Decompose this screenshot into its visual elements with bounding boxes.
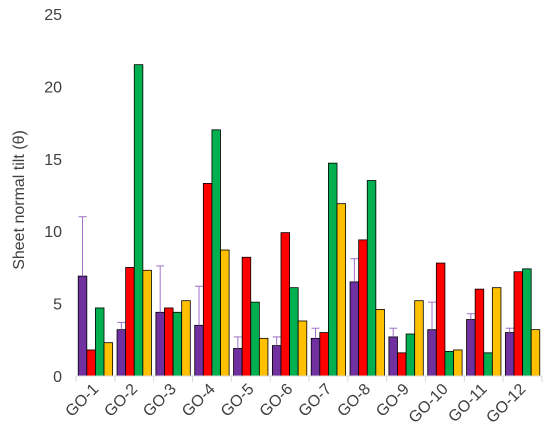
- bar: [435, 262, 446, 377]
- bar: [530, 329, 541, 377]
- bar: [280, 232, 290, 377]
- bar: [241, 256, 252, 377]
- bar: [366, 180, 377, 377]
- bar: [271, 345, 282, 377]
- y-axis-title: Sheet normal tilt (θ): [11, 130, 28, 270]
- y-tick-label: 20: [44, 79, 62, 96]
- y-tick-label: 0: [53, 369, 62, 386]
- bar: [194, 324, 204, 377]
- bar: [155, 311, 165, 377]
- bar: [319, 332, 329, 377]
- bar: [86, 349, 96, 377]
- y-tick-label: 10: [44, 224, 62, 241]
- bars-group: [77, 64, 541, 377]
- bar: [211, 129, 221, 377]
- x-tick-label: GO-6: [257, 381, 297, 421]
- bar: [289, 287, 299, 377]
- x-tick-label: GO-5: [218, 381, 258, 421]
- bar: [483, 352, 493, 377]
- bar: [328, 162, 338, 377]
- bar: [491, 287, 502, 377]
- x-tick-label: GO-12: [483, 381, 529, 427]
- bar: [427, 329, 437, 377]
- bar: [310, 337, 321, 377]
- y-tick-label: 25: [44, 7, 62, 24]
- x-axis: GO-1 GO-2 GO-3 GO-4 GO-5 GO-6 GO-7 GO-8 GO-9GO-1…: [63, 375, 543, 427]
- bar: [103, 342, 114, 377]
- bar: [233, 348, 243, 377]
- bar: [375, 308, 385, 377]
- bar: [358, 239, 368, 377]
- bar: [522, 268, 532, 377]
- bar: [125, 266, 135, 377]
- bar: [220, 249, 230, 377]
- bar: [504, 332, 515, 377]
- bar: [336, 203, 347, 377]
- bar: [397, 352, 407, 377]
- x-tick-label: GO-8: [334, 381, 374, 421]
- bar: [202, 183, 213, 377]
- x-tick-label: GO-1: [63, 381, 103, 421]
- bar: [405, 333, 416, 377]
- bar: [349, 281, 360, 377]
- x-tick-label: GO-4: [179, 381, 219, 421]
- bar: [164, 307, 174, 377]
- bar: [181, 300, 191, 377]
- bar: [297, 320, 308, 377]
- bar: [250, 301, 260, 377]
- y-tick-label: 5: [53, 297, 62, 314]
- bar: [474, 288, 485, 377]
- bar: [513, 271, 523, 377]
- x-tick-label: GO-11: [445, 381, 490, 426]
- y-axis-ticks: 0 5 10 15 20 25: [44, 7, 62, 386]
- bar: [77, 275, 88, 377]
- bar: [466, 319, 476, 377]
- bar: [388, 336, 398, 377]
- bar: [142, 269, 152, 377]
- y-tick-label: 15: [44, 152, 62, 169]
- bar: [453, 349, 463, 377]
- bar: [258, 337, 269, 377]
- bar: [95, 307, 105, 377]
- x-tick-label: GO-7: [296, 381, 336, 421]
- bar: [172, 311, 183, 377]
- x-tick-label: GO-10: [406, 381, 452, 427]
- x-tick-label: GO-3: [140, 381, 180, 421]
- bar: [133, 64, 144, 377]
- bar: [116, 329, 127, 377]
- bar: [414, 300, 424, 377]
- bar: [444, 350, 454, 377]
- x-tick-label: GO-2: [101, 381, 141, 421]
